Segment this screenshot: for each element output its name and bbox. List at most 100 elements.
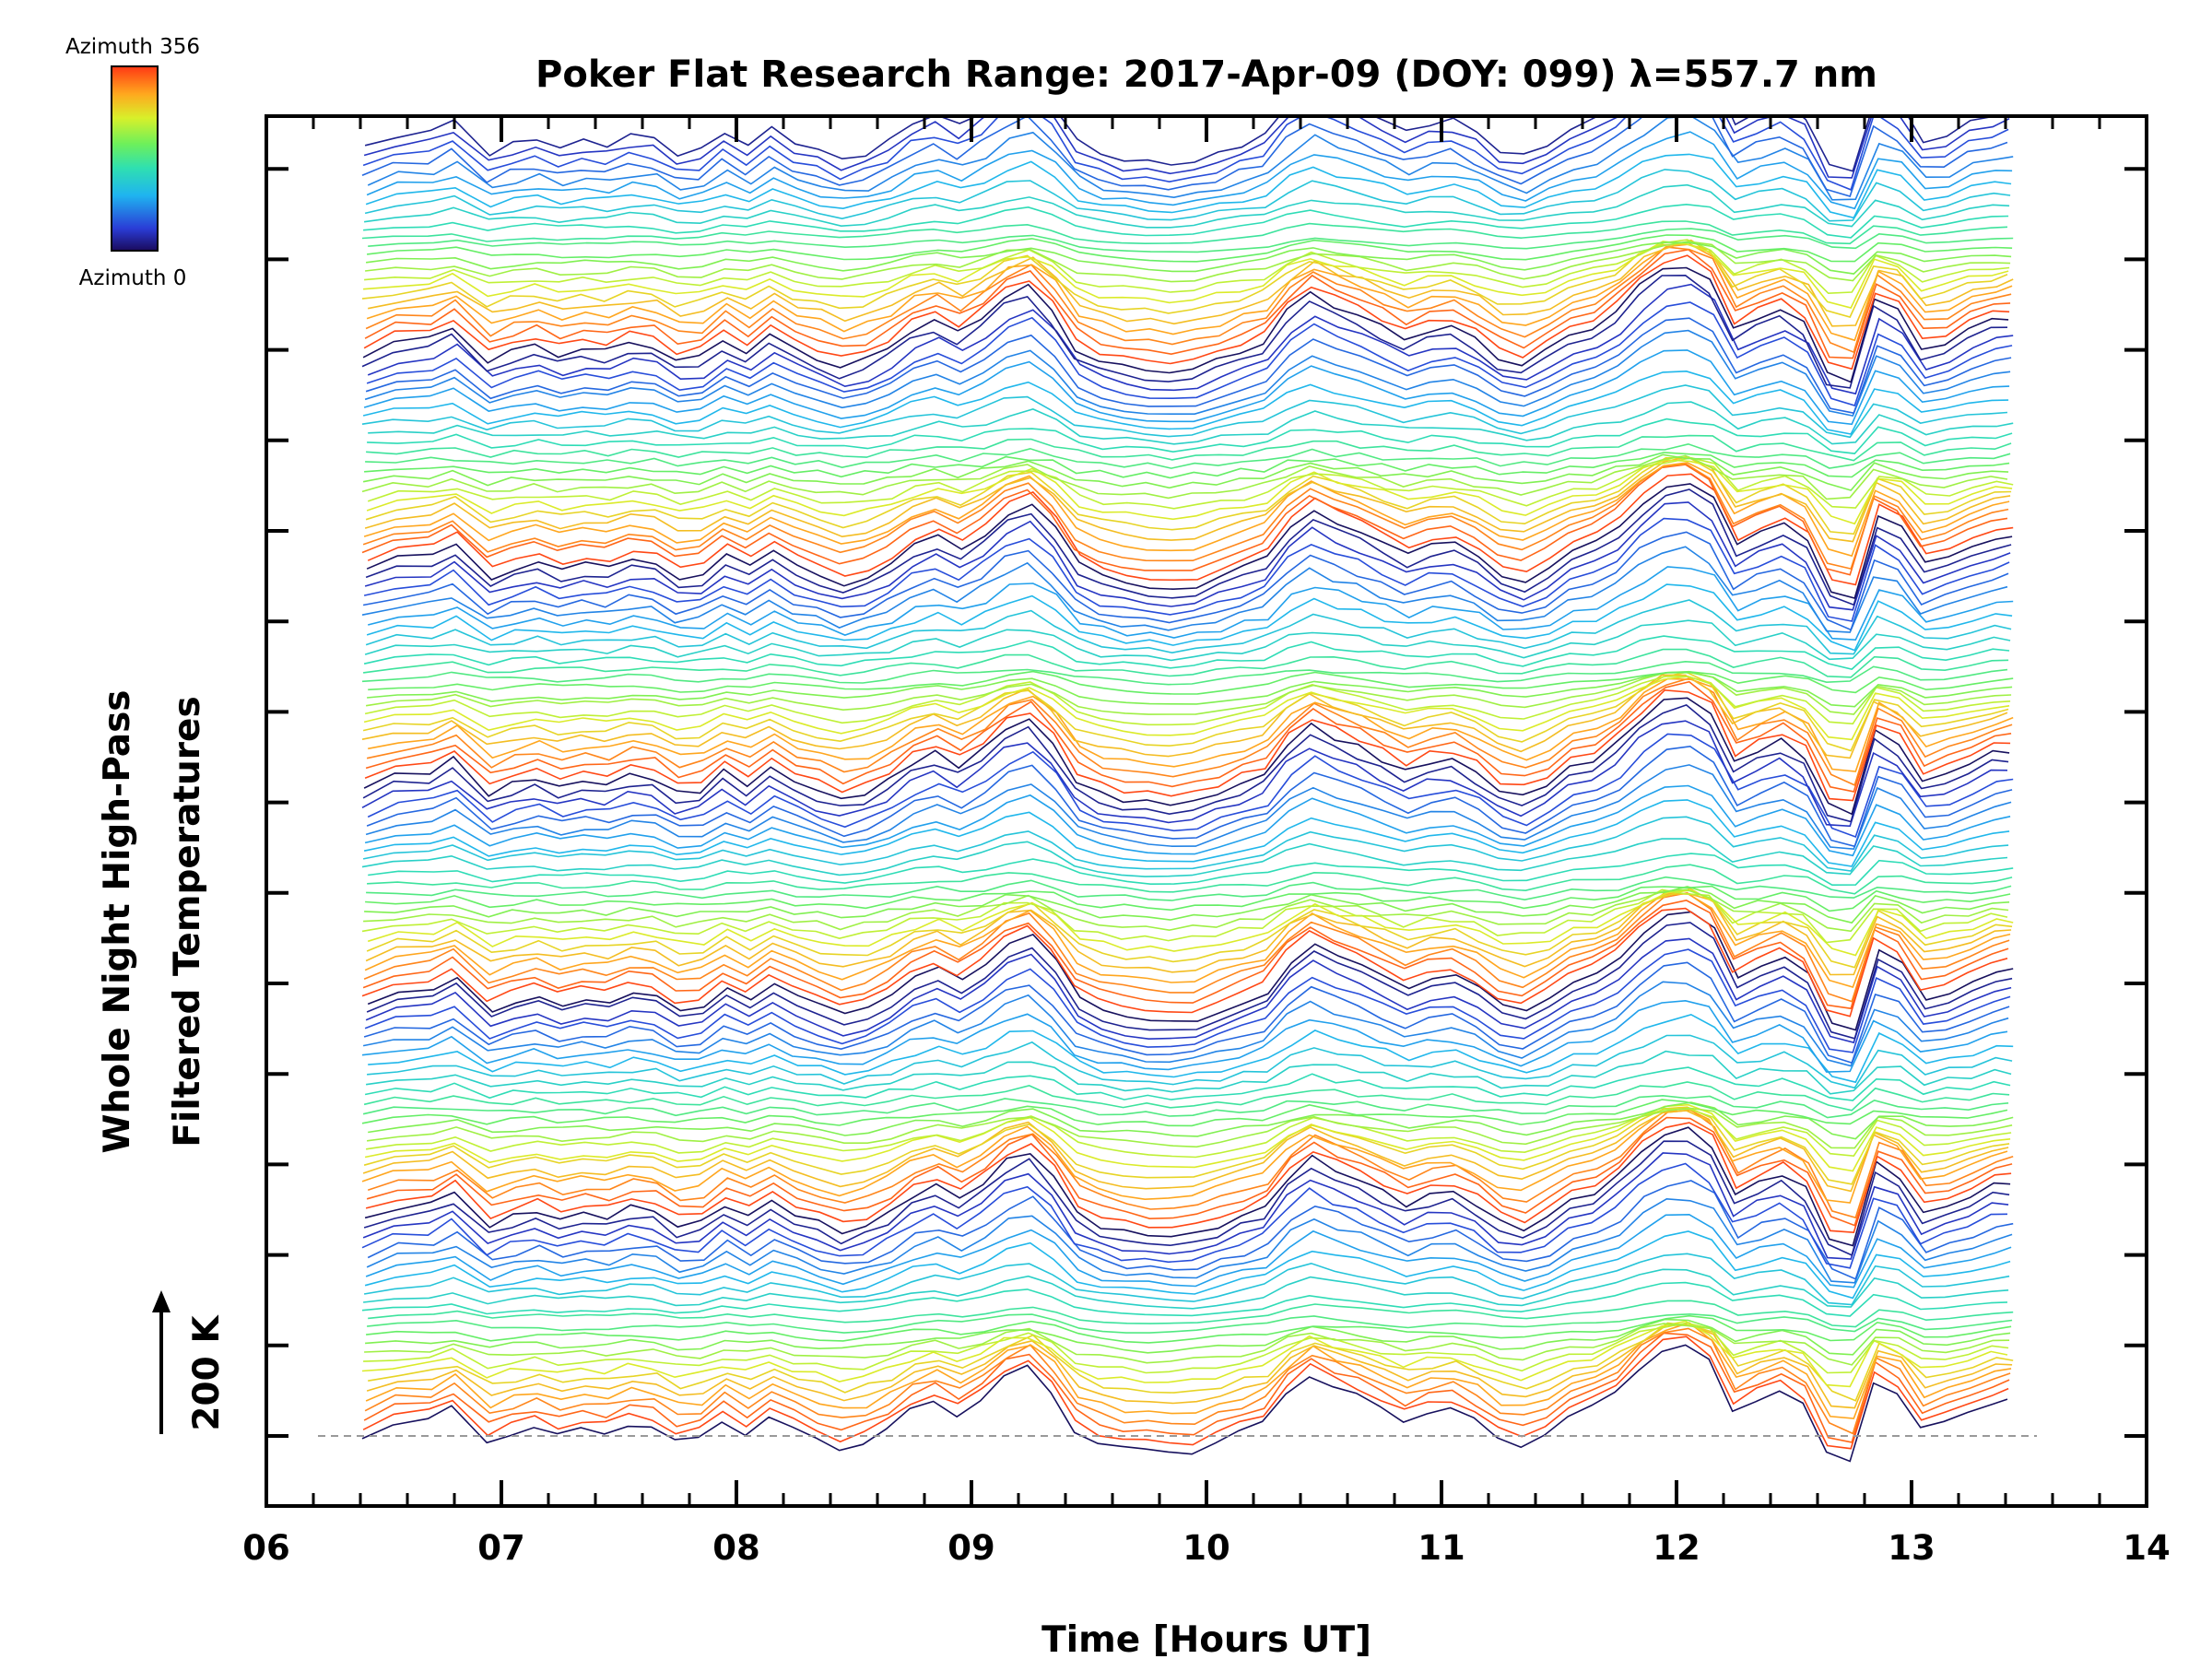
series-line	[362, 1110, 2009, 1193]
series-line	[364, 948, 2011, 1053]
colorbar-bottom-label: Azimuth 0	[79, 266, 187, 290]
series-line	[366, 243, 2013, 342]
series-line	[365, 680, 2012, 793]
series-line	[363, 1268, 2009, 1310]
series-line	[361, 274, 2008, 389]
series-line	[364, 1103, 2011, 1172]
series-line	[368, 239, 2014, 327]
series-line	[361, 242, 2008, 318]
series-line	[362, 648, 2009, 678]
series-line	[363, 349, 2010, 426]
series-line	[365, 1108, 2012, 1159]
x-tick-label: 13	[1888, 1528, 1936, 1568]
series-line	[368, 1013, 2014, 1084]
series-line	[365, 892, 2012, 976]
series-line	[362, 453, 2009, 491]
series-line	[365, 1322, 2012, 1419]
series-line	[366, 876, 2012, 901]
series-line	[362, 116, 2009, 191]
series-line	[363, 1140, 2010, 1257]
series-line	[366, 1197, 2013, 1284]
colorbar	[111, 65, 159, 252]
series-line	[362, 981, 2009, 1067]
series-line	[362, 671, 2009, 752]
series-line	[365, 488, 2012, 606]
series-line	[363, 462, 2010, 558]
series-line	[367, 116, 2014, 201]
series-line	[364, 329, 2011, 418]
series-line	[361, 464, 2008, 576]
series-line	[364, 452, 2010, 479]
series-line	[365, 764, 2012, 851]
series-line	[367, 1034, 2013, 1089]
series-line	[363, 203, 2009, 239]
series-line	[367, 1312, 2013, 1334]
series-line	[363, 888, 2009, 933]
series-line	[363, 1081, 2010, 1112]
y-axis-label-line1: Whole Night High-Pass	[97, 689, 138, 1153]
series-line	[363, 183, 2010, 229]
series-line	[363, 635, 2010, 670]
series-line	[361, 116, 2008, 197]
series-line	[363, 1106, 2010, 1185]
series-line	[363, 697, 2010, 816]
series-line	[362, 370, 2009, 435]
series-line	[367, 733, 2014, 839]
series-line	[364, 676, 2011, 726]
series-line	[363, 799, 2010, 867]
series-line	[365, 241, 2011, 283]
series-line	[367, 473, 2014, 586]
series-line	[362, 816, 2009, 872]
series-line	[361, 720, 2008, 828]
series-line	[364, 1066, 2011, 1101]
series-line	[363, 1253, 2010, 1306]
series-line	[362, 1335, 2009, 1450]
series-line	[362, 1152, 2009, 1260]
series-line	[366, 888, 2013, 969]
series-line	[366, 745, 2013, 848]
series-line	[361, 907, 2008, 1018]
series-line	[367, 864, 2013, 895]
series-line	[364, 455, 2011, 543]
series-line	[366, 922, 2013, 1040]
series-line	[368, 1300, 2014, 1328]
series-line	[364, 784, 2011, 857]
series-line	[365, 241, 2012, 275]
series-line	[363, 241, 2009, 309]
series-line	[366, 677, 2013, 787]
x-tick-label: 06	[242, 1528, 290, 1568]
series-line	[368, 228, 2014, 253]
series-line	[367, 234, 2013, 263]
series-line	[363, 1322, 2009, 1374]
series-line	[361, 1281, 2008, 1317]
series-line	[364, 886, 2010, 924]
series-line	[366, 583, 2013, 652]
series-line	[365, 442, 2011, 469]
x-tick-label: 14	[2123, 1528, 2171, 1568]
series-line	[366, 1314, 2012, 1344]
series-line	[367, 456, 2014, 510]
series-line	[367, 418, 2013, 454]
series-line	[364, 688, 2011, 802]
series-line	[366, 1324, 2013, 1409]
x-tick-label: 07	[477, 1528, 525, 1568]
series-line	[364, 1327, 2011, 1435]
colorbar-top-label: Azimuth 356	[65, 35, 200, 59]
series-line	[368, 853, 2014, 887]
series-line	[364, 169, 2011, 222]
series-line	[365, 937, 2012, 1044]
series-line	[365, 1213, 2012, 1288]
series-line	[361, 1099, 2008, 1127]
series-line	[365, 317, 2012, 415]
series-line	[361, 384, 2008, 439]
series-line	[364, 248, 2011, 359]
series-line	[365, 456, 2012, 535]
series-line	[361, 220, 2008, 245]
series-line	[363, 1332, 2010, 1443]
series-line	[365, 1318, 2011, 1356]
series-line	[363, 961, 2010, 1065]
series-line	[366, 301, 2013, 406]
series-line	[364, 1230, 2011, 1300]
